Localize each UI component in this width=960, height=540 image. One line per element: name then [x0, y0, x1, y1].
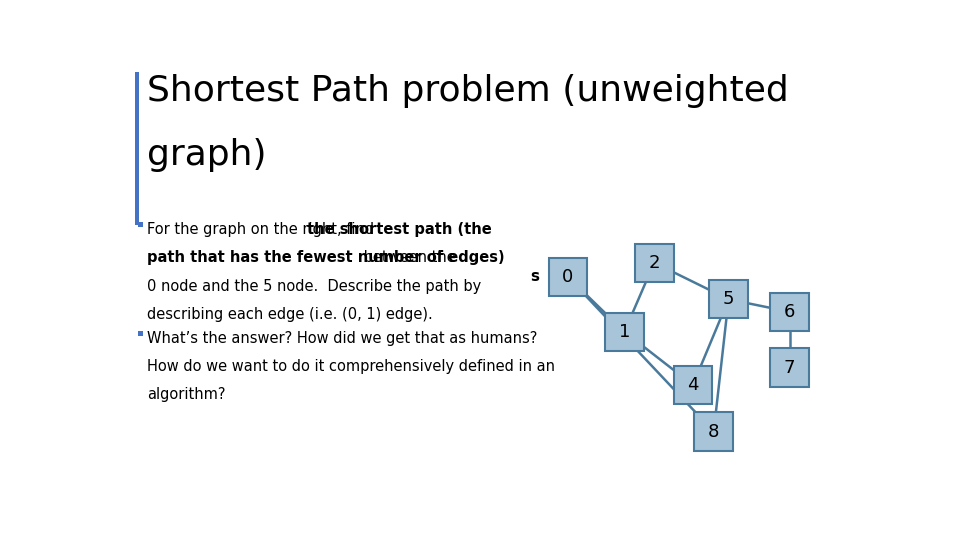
- Text: For the graph on the right, find: For the graph on the right, find: [147, 222, 378, 237]
- FancyBboxPatch shape: [138, 331, 143, 336]
- Text: 1: 1: [619, 323, 630, 341]
- Text: 8: 8: [708, 422, 719, 441]
- Text: 0 node and the 5 node.  Describe the path by: 0 node and the 5 node. Describe the path…: [147, 279, 481, 294]
- FancyBboxPatch shape: [134, 72, 139, 225]
- Text: describing each edge (i.e. (0, 1) edge).: describing each edge (i.e. (0, 1) edge).: [147, 307, 433, 322]
- FancyBboxPatch shape: [674, 366, 712, 404]
- FancyBboxPatch shape: [694, 413, 733, 451]
- FancyBboxPatch shape: [709, 280, 748, 319]
- Text: 2: 2: [648, 254, 660, 272]
- Text: 5: 5: [723, 291, 734, 308]
- Text: path that has the fewest number of edges): path that has the fewest number of edges…: [147, 250, 504, 265]
- FancyBboxPatch shape: [770, 293, 809, 331]
- Text: graph): graph): [147, 138, 266, 172]
- Text: algorithm?: algorithm?: [147, 388, 226, 402]
- FancyBboxPatch shape: [770, 348, 809, 387]
- FancyBboxPatch shape: [138, 222, 143, 227]
- FancyBboxPatch shape: [548, 258, 588, 296]
- Text: 4: 4: [687, 376, 699, 394]
- Text: s: s: [531, 269, 540, 285]
- Text: Shortest Path problem (unweighted: Shortest Path problem (unweighted: [147, 74, 788, 108]
- FancyBboxPatch shape: [605, 313, 644, 351]
- Text: 0: 0: [563, 268, 573, 286]
- Text: the shortest path (the: the shortest path (the: [307, 222, 492, 237]
- Text: What’s the answer? How did we get that as humans?: What’s the answer? How did we get that a…: [147, 331, 538, 346]
- Text: How do we want to do it comprehensively defined in an: How do we want to do it comprehensively …: [147, 359, 555, 374]
- Text: between the: between the: [359, 250, 456, 265]
- Text: 6: 6: [784, 303, 795, 321]
- FancyBboxPatch shape: [635, 244, 674, 282]
- Text: 7: 7: [784, 359, 795, 376]
